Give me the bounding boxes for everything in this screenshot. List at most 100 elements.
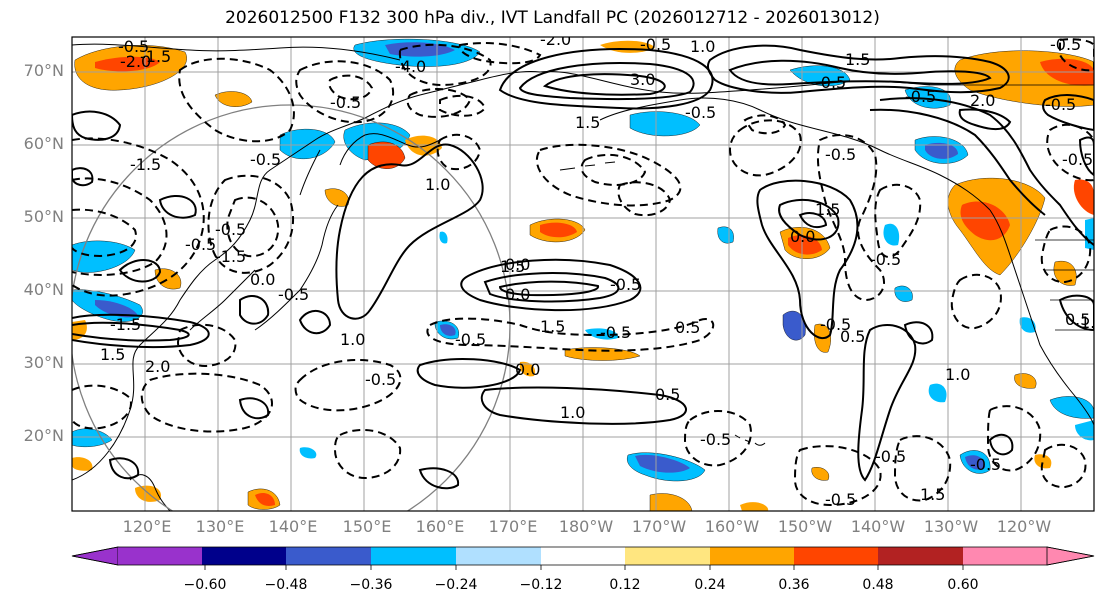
contour-label: -0.5 <box>825 490 856 509</box>
contour-label: -0.5 <box>1045 95 1076 114</box>
contour-label: -0.5 <box>970 455 1001 474</box>
shade-blob <box>635 454 690 473</box>
colorbar-segment <box>625 547 710 565</box>
lon-label: 170°W <box>631 517 687 536</box>
contour-label: -0.5 <box>700 430 731 449</box>
shade-blob <box>1085 218 1094 250</box>
contour-label: 2.0 <box>145 357 170 376</box>
colorbar-tick-label: 0.48 <box>862 577 894 593</box>
contour-label: 1.0 <box>945 365 970 384</box>
contour-label: -0.5 <box>825 145 856 164</box>
contour-label: 0.0 <box>515 360 540 379</box>
lon-label: 160°W <box>704 517 760 536</box>
contour-labels: -0.5-2.0-1.5-0.5-4.0-2.0 -0.5 1.01.5-0.53.… <box>100 30 1105 509</box>
colorbar-tick-label: −0.12 <box>519 577 563 593</box>
contour-label: 1.0 <box>690 37 715 56</box>
shade-blob <box>925 142 958 159</box>
shade-blob <box>629 111 701 137</box>
contour-label: -0.5 <box>118 37 149 56</box>
contour-label: -1.5 <box>140 47 171 66</box>
lon-label: 120°W <box>996 517 1052 536</box>
lon-label: 130°E <box>195 517 245 536</box>
shade-blob <box>1034 454 1052 469</box>
colorbar-tick-label: −0.60 <box>183 577 227 593</box>
shade-blob <box>440 324 456 336</box>
lon-label: 130°W <box>923 517 979 536</box>
contour-label: -0.5 <box>1062 150 1093 169</box>
lat-label: 40°N <box>23 280 64 299</box>
divergence-contours <box>72 38 1094 507</box>
colorbar-arrow-left <box>71 546 119 566</box>
shade-blob <box>72 428 113 448</box>
colorbar-segment <box>118 547 202 565</box>
divergence-shading <box>72 38 1094 511</box>
contour-label: 0.0 <box>790 227 815 246</box>
lon-label: 150°W <box>777 517 833 536</box>
contour-label: -0.5 <box>185 235 216 254</box>
contour-label: -0.5 <box>815 73 846 92</box>
contour-label: 0.5 <box>840 327 865 346</box>
contour-label: 0.5 <box>1065 310 1090 329</box>
colorbar-segment <box>710 547 794 565</box>
contour-label: -0.5 <box>330 93 361 112</box>
contour-label: 0.0 <box>505 255 530 274</box>
colorbar-segment <box>371 547 456 565</box>
contour-label: -0.5 <box>278 285 309 304</box>
contour-label: -0.5 <box>455 330 486 349</box>
shade-blob <box>405 135 442 156</box>
shade-blob <box>960 201 1010 241</box>
shade-blob <box>72 240 136 273</box>
contour-label: 3.0 <box>630 70 655 89</box>
colorbar <box>71 546 1095 570</box>
contour-label: 1.5 <box>100 345 125 364</box>
contour-label: 1.5 <box>540 317 565 336</box>
contour-label: 1.0 <box>1080 313 1105 332</box>
contour-label: 0.5 <box>655 385 680 404</box>
lon-label: 170°E <box>488 517 538 536</box>
shade-blob <box>540 222 577 238</box>
contour-label: -0.5 <box>640 35 671 54</box>
lat-label: 30°N <box>23 353 64 372</box>
contour-label: 1.5 <box>815 200 840 219</box>
lat-label: 50°N <box>23 207 64 226</box>
contour-label: -0.5 <box>600 323 631 342</box>
lat-label: 20°N <box>23 426 64 445</box>
contour-label: -0.5 <box>820 315 851 334</box>
contour-label: 0.5 <box>675 318 700 337</box>
contour-label: -0.5 <box>1050 35 1081 54</box>
colorbar-outline <box>71 546 1095 566</box>
shade-blob <box>811 467 830 481</box>
shade-blob <box>894 285 913 302</box>
lon-label: 180°W <box>558 517 614 536</box>
contour-label: 1.0 <box>340 330 365 349</box>
lon-label: 120°E <box>122 517 172 536</box>
contour-label: -4.0 <box>395 57 426 76</box>
contour-label: 2.0 <box>970 91 995 110</box>
shade-blob <box>95 56 160 72</box>
lon-label: 140°W <box>850 517 906 536</box>
contour-label: -1.5 <box>130 155 161 174</box>
shade-blob <box>519 361 536 377</box>
colorbar-tick-label: 0.60 <box>947 577 979 593</box>
shade-blob <box>1073 179 1094 215</box>
shade-blob <box>649 493 693 511</box>
contour-label: -2.0 <box>540 30 571 49</box>
shade-blob <box>299 447 317 459</box>
lat-label: 60°N <box>23 134 64 153</box>
colorbar-arrow-right <box>1046 546 1095 566</box>
shade-blob <box>324 188 349 207</box>
contour-label: -0.5 <box>685 103 716 122</box>
shade-blob <box>255 493 275 506</box>
lon-label: 150°E <box>342 517 392 536</box>
shade-blob <box>367 141 406 169</box>
lon-label: 160°E <box>415 517 465 536</box>
contour-label: 1.5 <box>920 485 945 504</box>
shade-blob <box>1075 420 1094 441</box>
great-circle <box>72 104 511 511</box>
colorbar-tick-label: −0.36 <box>349 577 393 593</box>
colorbar-tick-label: 0.24 <box>694 577 726 593</box>
contour-label: -0.5 <box>905 87 936 106</box>
lat-label: 70°N <box>23 61 64 80</box>
shade-blob <box>740 502 769 511</box>
contour-label: -2.0 <box>120 52 151 71</box>
